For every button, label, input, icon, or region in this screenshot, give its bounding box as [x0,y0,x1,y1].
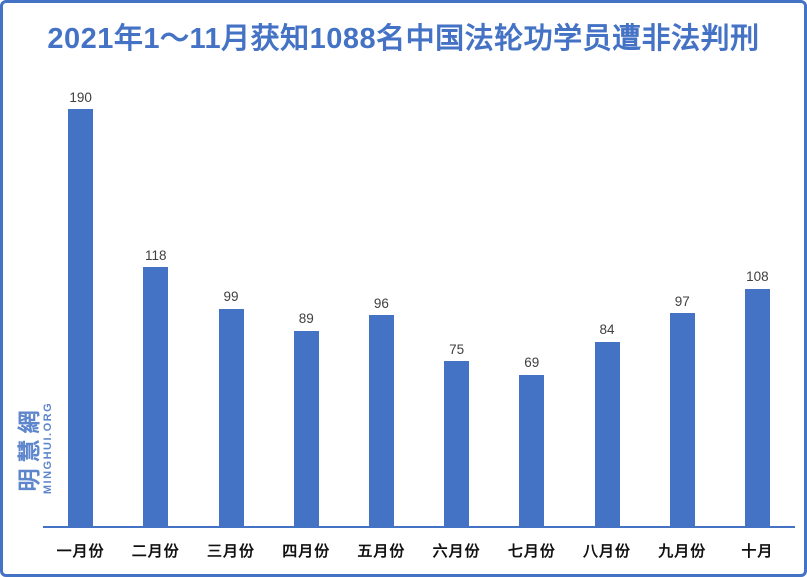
bar-value-label: 99 [223,289,239,305]
bar-column: 84 [569,109,644,526]
bar-column: 190 [43,90,118,526]
x-axis-category-label: 一月份 [56,543,105,560]
bar-column: 75 [419,109,494,526]
bar-value-label: 108 [746,269,769,285]
bar [218,308,244,526]
bar-value-label: 190 [69,89,92,105]
bar-value-label: 69 [524,355,540,371]
bar-value-label: 89 [298,311,314,327]
bar-value-label: 97 [674,293,690,309]
bar [519,374,545,526]
bar-value-label: 75 [449,341,465,357]
bar-chart-plot: 190 118 99 89 96 75 69 84 97 108 [43,90,795,528]
x-axis-category-label: 三月份 [207,543,256,560]
bar-column: 69 [494,109,569,526]
x-axis-category-label: 四月份 [282,543,331,560]
bar [444,361,470,526]
bar-column: 89 [269,109,344,526]
x-axis-category-label: 九月份 [658,543,707,560]
bar-column: 118 [118,109,193,526]
x-axis-category-label: 二月份 [131,543,180,560]
x-axis-category-label: 六月份 [432,543,481,560]
bar-column: 108 [720,109,795,526]
chart-title: 2021年1～11月获知1088名中国法轮功学员遭非法判刑 [47,23,760,55]
bar [594,341,620,526]
x-axis-category-label: 七月份 [507,543,556,560]
bar [293,330,319,526]
x-axis-category-label: 八月份 [583,543,632,560]
bar [68,109,94,526]
bar [368,315,394,526]
bar-value-label: 118 [145,247,167,263]
bar-column: 97 [645,109,720,526]
bar [143,267,169,526]
watermark-chinese-text: 明慧網 [15,404,42,492]
bar [744,288,770,526]
x-axis-category-label: 十月 [741,543,774,560]
x-axis-category-label: 五月份 [357,543,406,560]
bar [669,313,695,526]
bar-value-label: 96 [373,295,389,311]
bar-value-label: 84 [599,322,615,338]
bar-column: 99 [193,109,268,526]
bar-column: 96 [344,109,419,526]
x-axis-labels: 一月份 二月份 三月份 四月份 五月份 六月份 七月份 八月份 九月份 十月 [43,540,795,561]
